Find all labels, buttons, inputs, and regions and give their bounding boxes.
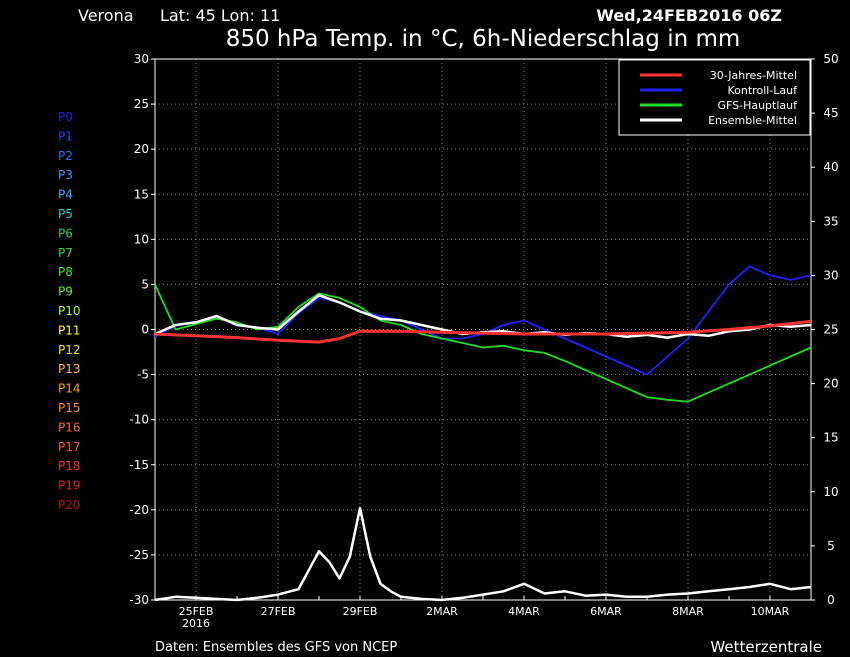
- x-tick-label: 6MAR: [590, 605, 622, 618]
- member-label: P17: [58, 440, 81, 454]
- right-tick-label: 30: [823, 268, 838, 282]
- member-label: P1: [58, 129, 73, 143]
- legend-label: 30-Jahres-Mittel: [710, 69, 797, 82]
- left-tick-label: 0: [141, 323, 149, 337]
- right-tick-label: 5: [827, 539, 835, 553]
- x-tick-label: 4MAR: [508, 605, 540, 618]
- member-label: P2: [58, 149, 73, 163]
- left-tick-label: -20: [129, 503, 149, 517]
- member-label: P18: [58, 459, 81, 473]
- member-label: P7: [58, 246, 73, 260]
- member-label: P16: [58, 420, 81, 434]
- member-label: P14: [58, 382, 81, 396]
- left-tick-label: 5: [141, 277, 149, 291]
- member-label: P15: [58, 401, 81, 415]
- left-tick-label: -5: [137, 368, 149, 382]
- right-tick-label: 0: [827, 593, 835, 607]
- left-tick-label: 25: [134, 97, 149, 111]
- series-line-30-jahres-mittel: [154, 319, 812, 344]
- source-label: Daten: Ensembles des GFS von NCEP: [155, 640, 397, 655]
- left-tick-label: 20: [134, 142, 149, 156]
- legend-label: Ensemble-Mittel: [708, 114, 797, 127]
- member-label: P13: [58, 362, 81, 376]
- left-tick-label: -10: [129, 413, 149, 427]
- right-tick-label: 15: [823, 431, 838, 445]
- legend-label: Kontroll-Lauf: [728, 84, 799, 97]
- member-label: P8: [58, 265, 73, 279]
- left-tick-label: 30: [134, 52, 149, 66]
- series-line-gfs-hauptlauf: [154, 284, 812, 403]
- right-tick-label: 25: [823, 323, 838, 337]
- left-tick-label: -15: [129, 458, 149, 472]
- coords-label: Lat: 45 Lon: 11: [160, 6, 280, 25]
- right-tick-label: 10: [823, 485, 838, 499]
- series-line-kontroll-lauf: [154, 265, 812, 376]
- left-tick-label: 10: [134, 232, 149, 246]
- right-tick-label: 20: [823, 377, 838, 391]
- member-label: P19: [58, 479, 81, 493]
- legend: 30-Jahres-Mittel Kontroll-Lauf GFS-Hauptla…: [618, 59, 811, 136]
- x-sublabel: 2016: [182, 617, 210, 630]
- x-tick-label: 2MAR: [426, 605, 458, 618]
- left-axis: -30 -25 -20 -15 -10 -5 0 5 10 15 20 25 30: [129, 52, 155, 607]
- right-tick-label: 40: [823, 160, 838, 174]
- x-tick-label: 8MAR: [672, 605, 704, 618]
- x-axis: 25FEB 27FEB 29FEB 2MAR 4MAR 6MAR 8MAR 10MAR 2016: [154, 596, 812, 630]
- x-tick-label: 25FEB: [179, 605, 214, 618]
- legend-label: GFS-Hauptlauf: [717, 99, 798, 112]
- x-tick-label: 27FEB: [261, 605, 296, 618]
- member-label: P20: [58, 498, 81, 512]
- member-label: P4: [58, 188, 73, 202]
- x-tick-label: 10MAR: [751, 605, 790, 618]
- left-tick-label: -25: [129, 548, 149, 562]
- member-label: P10: [58, 304, 81, 318]
- right-tick-label: 45: [823, 106, 838, 120]
- chart-title: 850 hPa Temp. in °C, 6h-Niederschlag in …: [226, 26, 741, 52]
- run-label: Wed,24FEB2016 06Z: [596, 6, 782, 25]
- member-label: P3: [58, 168, 73, 182]
- member-label: P12: [58, 343, 81, 357]
- members-legend: P0 P1 P2 P3 P4 P5 P6 P7 P8 P9 P10 P11 P12 P13 P14 P15 P1…: [58, 110, 81, 512]
- right-tick-label: 50: [823, 52, 838, 66]
- brand-label: Wetterzentrale: [710, 638, 822, 656]
- member-label: P11: [58, 323, 81, 337]
- left-tick-label: 15: [134, 187, 149, 201]
- member-label: P9: [58, 285, 73, 299]
- right-axis: 0 5 10 15 20 25 30 35 40 45 50: [811, 52, 839, 607]
- right-tick-label: 35: [823, 214, 838, 228]
- legend-box: [618, 59, 811, 136]
- member-label: P6: [58, 226, 73, 240]
- left-tick-label: -30: [129, 593, 149, 607]
- series-layer: [154, 265, 812, 602]
- x-tick-label: 29FEB: [343, 605, 378, 618]
- member-label: P5: [58, 207, 73, 221]
- location-label: Verona: [78, 6, 134, 25]
- grid: [155, 59, 811, 600]
- series-line-ensemble-mittel-niederschlag: [154, 506, 812, 602]
- member-label: P0: [58, 110, 73, 124]
